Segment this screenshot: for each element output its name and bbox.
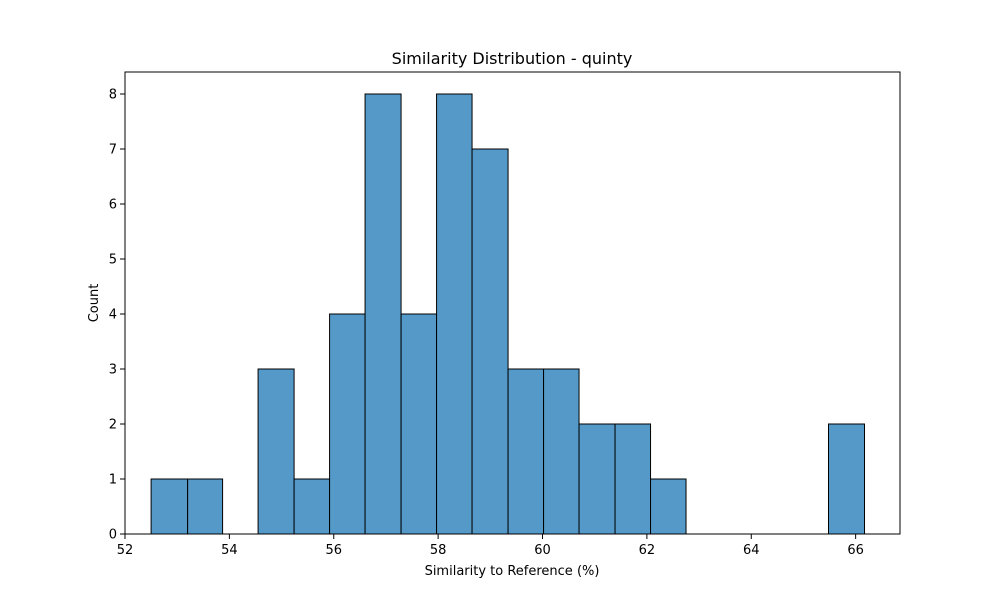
histogram-bar (293, 478, 331, 535)
y-tick-label: 0 (109, 528, 117, 543)
x-tick-label: 54 (221, 543, 238, 558)
histogram-bar (436, 93, 473, 535)
chart-title: Similarity Distribution - quinty (392, 49, 633, 68)
histogram-bar (364, 93, 402, 535)
x-tick-label: 56 (325, 543, 342, 558)
plot-frame (124, 71, 901, 535)
x-tick-label: 62 (639, 543, 656, 558)
histogram-bar (150, 478, 189, 535)
y-axis-label: Count (87, 284, 102, 323)
histogram-bar (507, 368, 545, 535)
x-axis: 52 54 56 58 60 62 64 66 (117, 534, 864, 558)
histogram-bar (187, 478, 224, 535)
histogram-bar (578, 423, 616, 535)
y-tick-label: 5 (109, 253, 117, 268)
histogram-bar (257, 368, 295, 535)
y-tick-label: 7 (109, 143, 117, 158)
y-axis: 0 1 2 3 4 5 6 7 8 (109, 88, 125, 543)
histogram-bar (471, 148, 509, 535)
y-tick-label: 6 (109, 198, 117, 213)
y-tick-label: 3 (109, 363, 117, 378)
x-tick-label: 66 (847, 543, 864, 558)
y-tick-label: 4 (109, 308, 117, 323)
y-tick-label: 8 (109, 88, 117, 103)
bars-layer (150, 93, 866, 535)
x-tick-label: 58 (430, 543, 447, 558)
histogram-bar (650, 478, 687, 535)
y-tick-label: 2 (109, 418, 117, 433)
histogram-bar (400, 313, 438, 535)
y-tick-label: 1 (109, 473, 117, 488)
x-tick-label: 52 (117, 543, 134, 558)
histogram-bar (614, 423, 652, 535)
x-tick-label: 64 (743, 543, 760, 558)
x-tick-label: 60 (534, 543, 551, 558)
histogram-bar (329, 313, 366, 535)
histogram-bar (543, 368, 580, 535)
histogram-bar (828, 423, 866, 535)
x-axis-label: Similarity to Reference (%) (425, 564, 600, 579)
